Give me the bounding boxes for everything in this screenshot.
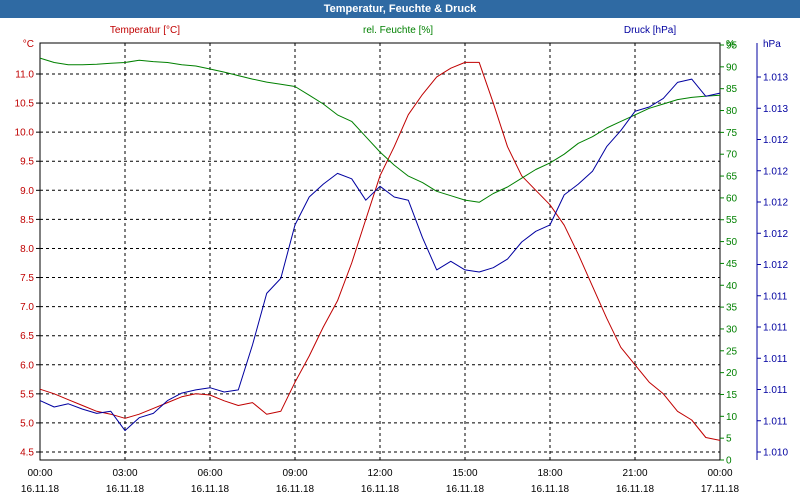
humidity-tick-label: 40 (726, 281, 738, 292)
x-tick-time-label: 00:00 (27, 468, 52, 479)
pressure-unit-label: hPa (763, 39, 781, 50)
x-tick-time-label: 12:00 (367, 468, 392, 479)
series-line-left (39, 61, 721, 441)
series-legend-label: Temperatur [°C] (110, 25, 180, 36)
temperature-unit-label: °C (23, 39, 34, 50)
pressure-tick-label: 1.011 (763, 323, 788, 334)
pressure-tick-label: 1.010 (763, 448, 788, 459)
temperature-tick-label: 6.0 (20, 360, 34, 371)
x-tick-time-label: 21:00 (622, 468, 647, 479)
humidity-tick-label: 0 (726, 456, 732, 467)
temperature-tick-label: 9.0 (20, 186, 34, 197)
x-tick-time-label: 09:00 (282, 468, 307, 479)
x-tick-time-label: 18:00 (537, 468, 562, 479)
x-tick-date-label: 16.11.18 (106, 484, 145, 495)
x-tick-date-label: 16.11.18 (21, 484, 60, 495)
humidity-tick-label: 45 (726, 259, 738, 270)
humidity-tick-label: 20 (726, 368, 738, 379)
plot-frame (39, 42, 721, 461)
temperature-tick-label: 7.0 (20, 302, 34, 313)
pressure-tick-label: 1.012 (763, 229, 788, 240)
humidity-tick-label: 95 (726, 41, 738, 52)
temperature-tick-label: 8.0 (20, 244, 34, 255)
humidity-tick-label: 25 (726, 346, 738, 357)
x-tick-time-label: 00:00 (707, 468, 732, 479)
humidity-unit-label: % (726, 39, 735, 50)
pressure-tick-label: 1.011 (763, 416, 788, 427)
pressure-tick-label: 1.011 (763, 354, 788, 365)
temperature-tick-label: 7.5 (20, 273, 34, 284)
humidity-tick-label: 80 (726, 106, 738, 117)
x-tick-time-label: 06:00 (197, 468, 222, 479)
pressure-tick-label: 1.013 (763, 73, 788, 84)
pressure-tick-label: 1.012 (763, 260, 788, 271)
humidity-tick-label: 30 (726, 324, 738, 335)
series-line-humidity (39, 57, 721, 203)
humidity-tick-label: 75 (726, 128, 738, 139)
temperature-tick-label: 5.0 (20, 418, 34, 429)
humidity-tick-label: 55 (726, 215, 738, 226)
temperature-tick-label: 8.5 (20, 215, 34, 226)
series-lines (39, 57, 721, 441)
humidity-tick-label: 35 (726, 303, 738, 314)
humidity-tick-label: 60 (726, 193, 738, 204)
temperature-tick-label: 5.5 (20, 389, 34, 400)
humidity-tick-label: 10 (726, 412, 738, 423)
humidity-tick-label: 15 (726, 390, 738, 401)
x-tick-date-label: 16.11.18 (191, 484, 230, 495)
series-line-pressure (39, 78, 721, 432)
x-tick-date-label: 16.11.18 (276, 484, 315, 495)
x-tick-date-label: 16.11.18 (361, 484, 400, 495)
x-tick-date-label: 16.11.18 (446, 484, 485, 495)
pressure-tick-label: 1.013 (763, 104, 788, 115)
axes (36, 42, 761, 461)
temperature-tick-label: 9.5 (20, 157, 34, 168)
grid (40, 43, 720, 460)
humidity-tick-label: 65 (726, 172, 738, 183)
pressure-tick-label: 1.012 (763, 135, 788, 146)
humidity-tick-label: 70 (726, 150, 738, 161)
pressure-tick-label: 1.012 (763, 166, 788, 177)
x-tick-date-label: 16.11.18 (531, 484, 570, 495)
humidity-tick-label: 50 (726, 237, 738, 248)
pressure-tick-label: 1.011 (763, 385, 788, 396)
series-legend-label: Druck [hPa] (624, 25, 676, 36)
temperature-tick-label: 10.5 (15, 99, 35, 110)
chart-title: Temperatur, Feuchte & Druck (0, 0, 800, 18)
temperature-tick-label: 10.0 (15, 128, 35, 139)
humidity-tick-label: 5 (726, 434, 732, 445)
x-tick-date-label: 16.11.18 (616, 484, 655, 495)
temperature-tick-label: 4.5 (20, 448, 34, 459)
axis-labels: 00:00 16.11.18 03:00 16.11.18 06:00 16.11.18 0… (15, 25, 789, 495)
humidity-tick-label: 85 (726, 84, 738, 95)
pressure-tick-label: 1.012 (763, 198, 788, 209)
x-tick-time-label: 03:00 (112, 468, 137, 479)
temperature-tick-label: 6.5 (20, 331, 34, 342)
x-tick-time-label: 15:00 (452, 468, 477, 479)
pressure-tick-label: 1.011 (763, 291, 788, 302)
series-legend-label: rel. Feuchte [%] (363, 25, 433, 36)
x-tick-date-label: 17.11.18 (701, 484, 740, 495)
temperature-tick-label: 11.0 (15, 70, 34, 81)
humidity-tick-label: 90 (726, 62, 738, 73)
